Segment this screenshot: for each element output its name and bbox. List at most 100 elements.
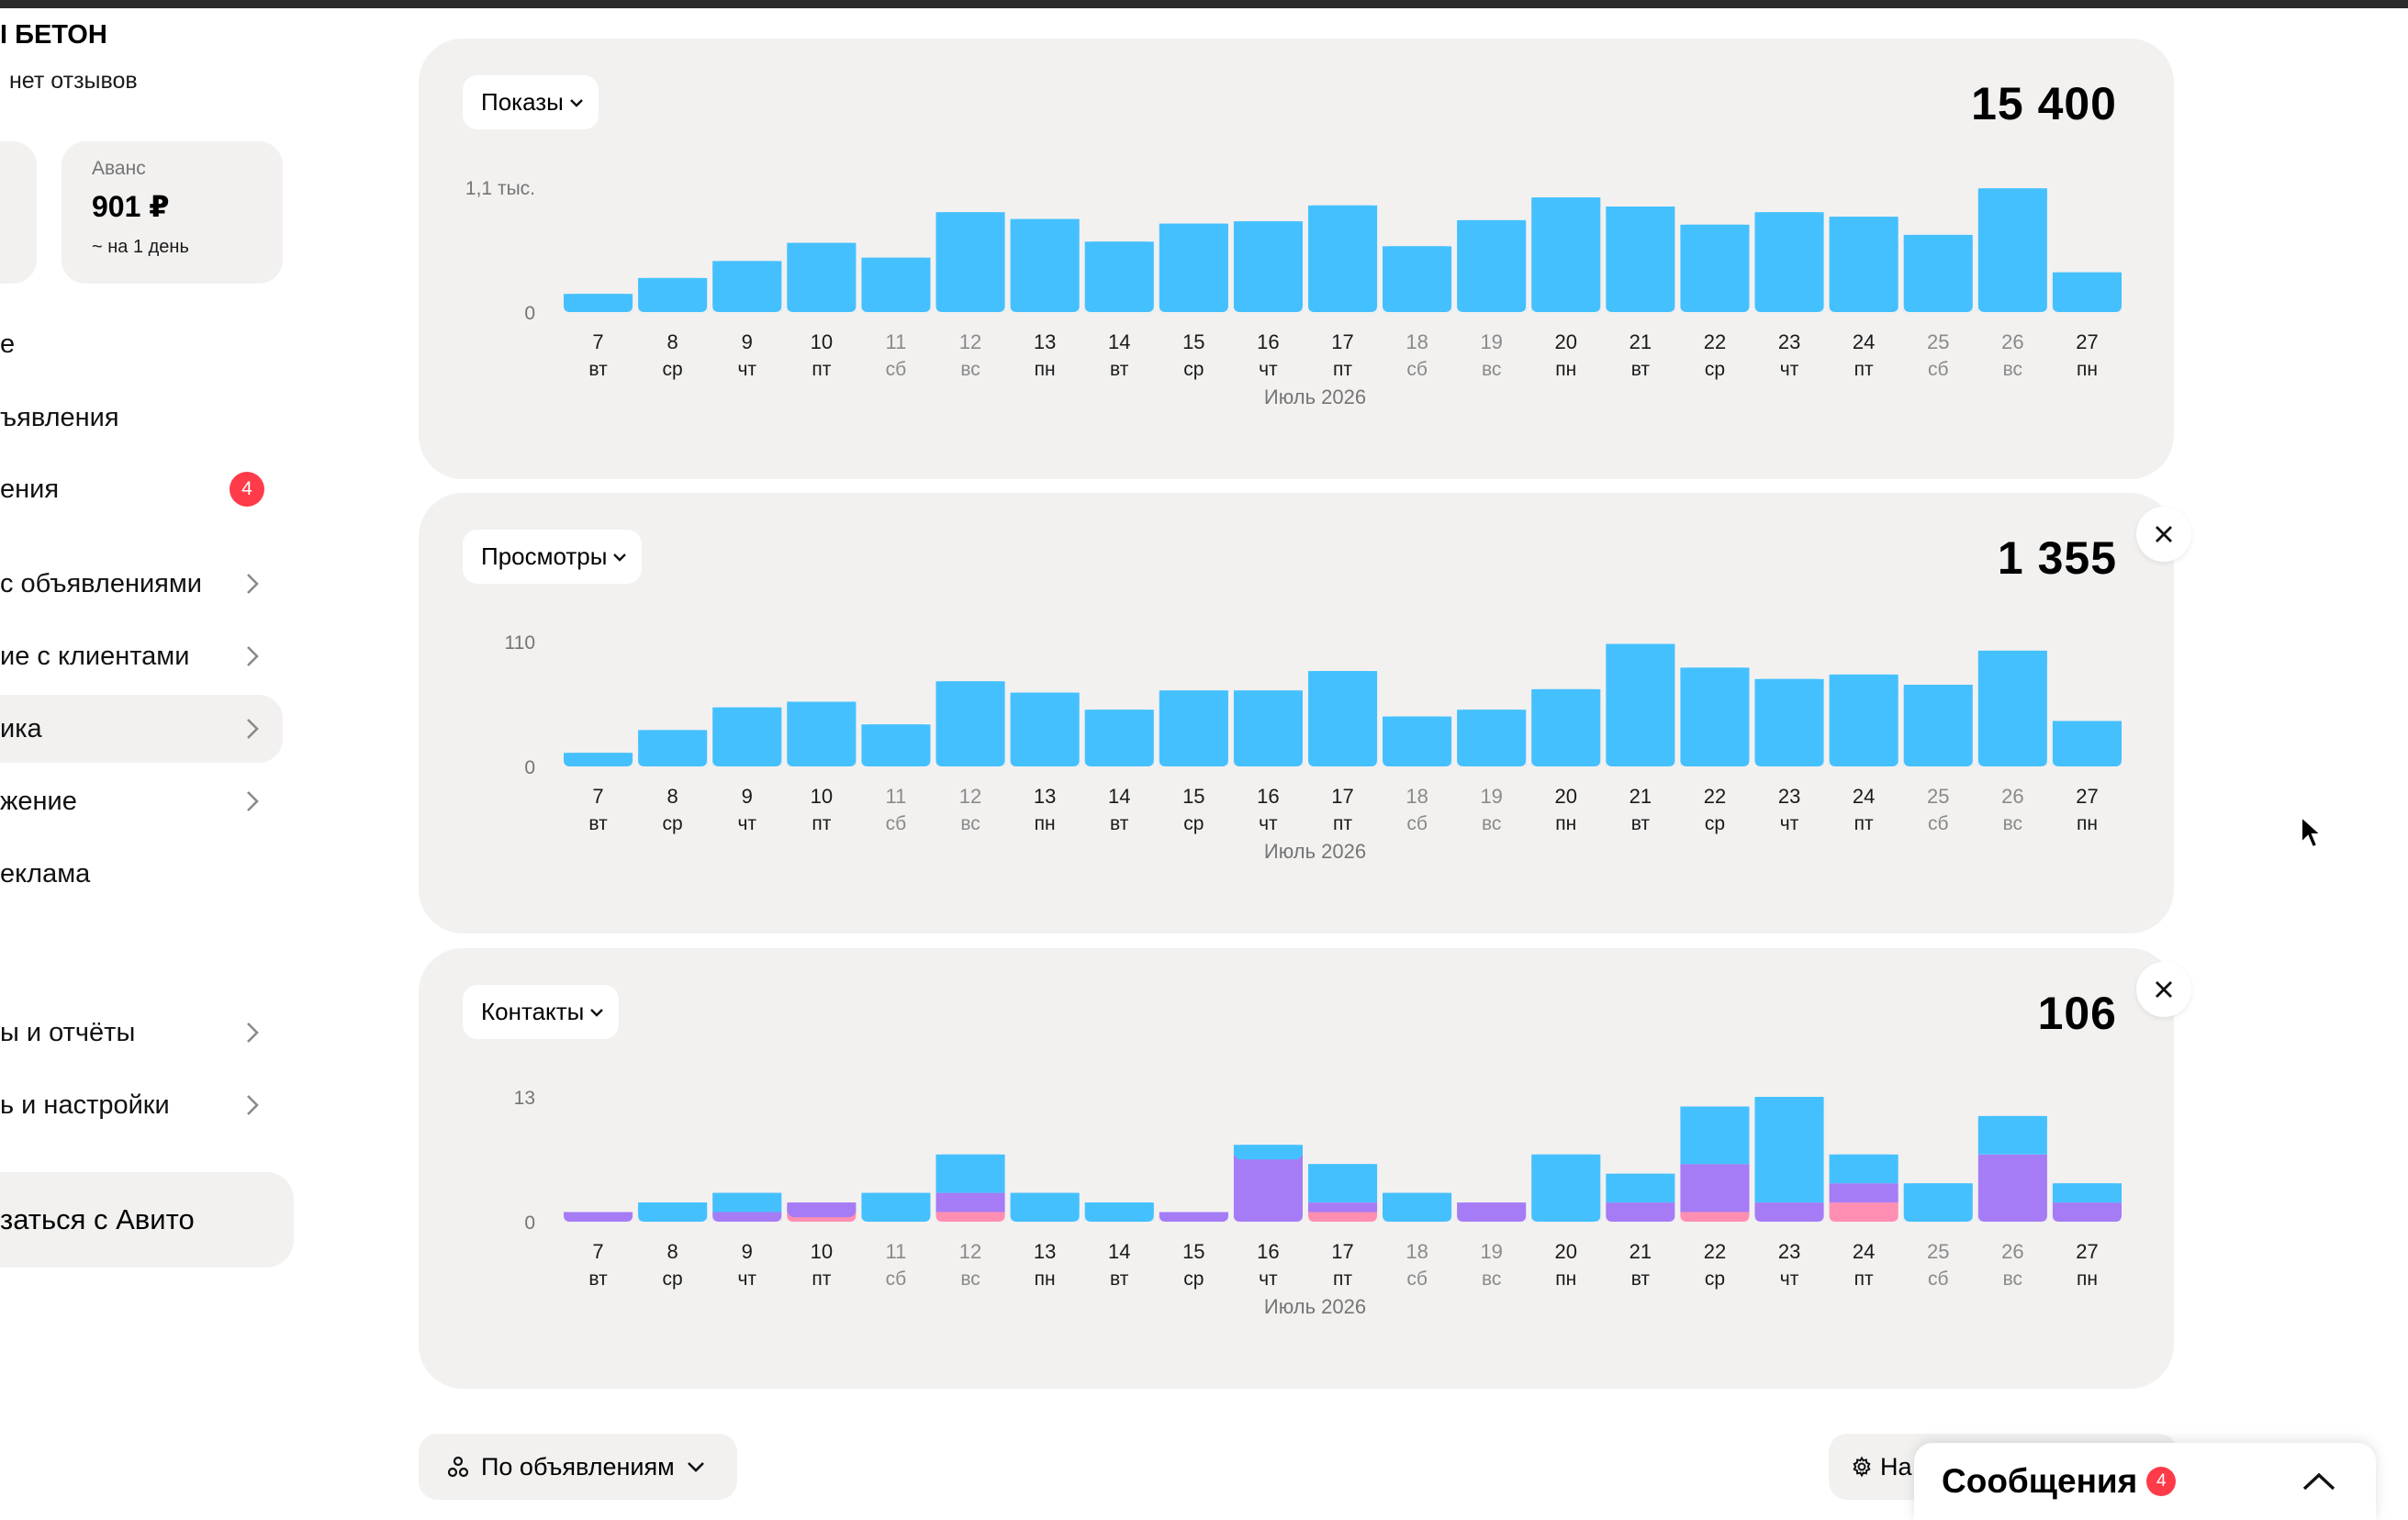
x-tick-day: 11 (886, 1240, 907, 1263)
sidebar-item[interactable]: жение (0, 767, 283, 835)
chevron-up-icon[interactable] (2299, 1461, 2339, 1502)
bar-corner (1295, 306, 1303, 312)
x-tick-day: 23 (1778, 1240, 1800, 1263)
chart-bar[interactable] (1308, 1202, 1378, 1213)
metric-dropdown-label: Показы (481, 88, 564, 116)
chart-bar-cap (2052, 272, 2122, 287)
bar-corner (626, 760, 633, 766)
chart-bar[interactable] (1754, 1097, 1824, 1203)
chart-bar[interactable] (1754, 212, 1824, 312)
chart-bar[interactable] (1233, 1154, 1303, 1222)
chart-bar[interactable] (1159, 223, 1228, 312)
bar-corner (1754, 760, 1762, 766)
metric-dropdown[interactable]: Просмотры (463, 530, 643, 584)
chart-bar[interactable] (1308, 671, 1378, 766)
group-by-ads-dropdown[interactable]: По объявлениям (419, 1434, 737, 1500)
advance-card[interactable]: Аванс 901 ₽ ~ на 1 день (62, 141, 283, 284)
chart-bar[interactable] (1680, 1164, 1750, 1213)
chart-bar[interactable] (712, 1212, 782, 1223)
x-tick-day: 13 (1034, 330, 1056, 353)
chart-bar[interactable] (1680, 667, 1750, 766)
x-tick-weekday: чт (737, 813, 756, 834)
advance-amount: 901 ₽ (92, 190, 170, 223)
chart-bar-cap (1903, 234, 1973, 250)
bar-corner (1295, 760, 1303, 766)
chart-bar-cap (1010, 218, 1080, 234)
x-tick-weekday: пт (1333, 1269, 1352, 1290)
sidebar-item[interactable]: ь и настройки (0, 1071, 283, 1139)
bar-corner (1891, 760, 1898, 766)
metric-dropdown[interactable]: Контакты (463, 985, 620, 1039)
bar-corner (1606, 760, 1613, 766)
x-tick-weekday: пт (812, 359, 831, 380)
messages-panel[interactable]: Сообщения 4 (1914, 1443, 2376, 1520)
chart-bar[interactable] (1233, 221, 1303, 312)
chart-bar[interactable] (1977, 188, 2047, 312)
bar-corner (998, 760, 1005, 766)
reviews-link[interactable]: нет отзывов (9, 68, 138, 94)
metric-total: 1 355 (1997, 532, 2117, 584)
chart-bar-cap (1531, 1154, 1601, 1169)
x-tick-weekday: пн (1555, 1269, 1576, 1290)
x-tick-day: 18 (1406, 1240, 1428, 1263)
sidebar-item[interactable]: ие с клиентами (0, 622, 283, 690)
x-tick-weekday: пн (1035, 1269, 1056, 1290)
chart-bar[interactable] (935, 212, 1005, 312)
chart-bar-cap (1383, 716, 1452, 732)
bar-corner (1903, 760, 1910, 766)
chart-bar[interactable] (1829, 674, 1898, 766)
chart-bar-cap (712, 261, 782, 276)
chart-bar-cap (1233, 1145, 1303, 1160)
bar-corner (1817, 306, 1824, 312)
chart-bar[interactable] (1531, 197, 1601, 312)
bar-corner (1594, 1215, 1601, 1222)
close-icon[interactable] (2136, 962, 2191, 1017)
sidebar-item[interactable]: еклама (0, 840, 283, 908)
shop-name[interactable]: I БЕТОН (0, 20, 107, 50)
sidebar-item[interactable]: с объявлениями (0, 550, 283, 618)
chart-bar[interactable] (1680, 1212, 1750, 1223)
chart-bar-cap (1457, 710, 1527, 725)
chevron-right-icon (235, 711, 270, 746)
bar-corner (1754, 1215, 1762, 1222)
chart-bar[interactable] (1606, 207, 1675, 312)
chart-bar[interactable] (1308, 205, 1378, 312)
chart-bar-cap (1159, 223, 1228, 239)
chart-bar[interactable] (1754, 1202, 1824, 1222)
balance-card[interactable] (0, 141, 37, 284)
sidebar-item[interactable]: е (0, 310, 283, 378)
chart-bar[interactable] (1829, 1202, 1898, 1222)
chart-bar[interactable] (935, 1212, 1005, 1223)
chart-bar[interactable] (1457, 219, 1527, 312)
x-tick-weekday: пн (1035, 359, 1056, 380)
sidebar-item[interactable]: ъявления (0, 384, 283, 452)
x-tick-weekday: чт (1780, 1269, 1799, 1290)
chart-bar[interactable] (2052, 1202, 2122, 1222)
bar-corner (1445, 306, 1452, 312)
sidebar-item[interactable]: ика (0, 695, 283, 763)
sidebar-item[interactable]: ы и отчёты (0, 999, 283, 1067)
chart-bar[interactable] (935, 1192, 1005, 1213)
bar-corner (1829, 306, 1836, 312)
x-tick-weekday: чт (1259, 1269, 1278, 1290)
x-tick-weekday: ср (663, 813, 683, 834)
x-tick-day: 11 (886, 330, 907, 353)
chart-bar[interactable] (1977, 650, 2047, 766)
chart-bar[interactable] (1977, 1154, 2047, 1222)
sidebar-item[interactable]: ения 4 (0, 455, 283, 523)
close-icon[interactable] (2136, 507, 2191, 562)
chart-bar[interactable] (1829, 217, 1898, 312)
metric-dropdown[interactable]: Показы (463, 75, 599, 129)
sidebar: I БЕТОН нет отзывов Аванс 901 ₽ ~ на 1 д… (0, 0, 303, 1520)
chart-bar-cap (861, 257, 931, 273)
chart-bar[interactable] (1010, 218, 1080, 312)
x-tick-weekday: вс (2003, 813, 2022, 834)
chart-bar[interactable] (1308, 1212, 1378, 1223)
bar-corner (924, 760, 931, 766)
chart-bar[interactable] (1606, 643, 1675, 767)
x-tick-day: 27 (2076, 330, 2098, 353)
contact-avito-button[interactable]: заться с Авито (0, 1172, 294, 1268)
chart-bar[interactable] (1829, 1183, 1898, 1203)
group-by-ads-label: По объявлениям (481, 1452, 675, 1481)
chart-bar[interactable] (1606, 1202, 1675, 1222)
